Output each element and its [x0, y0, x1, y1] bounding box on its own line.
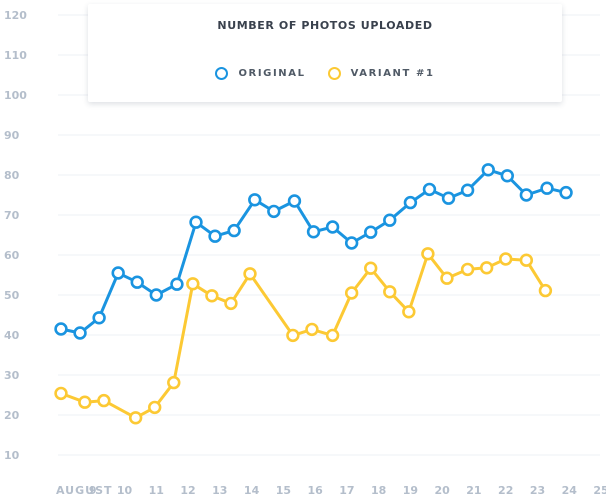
data-point-original[interactable] — [170, 277, 184, 291]
data-point-original[interactable] — [306, 225, 321, 239]
data-point-variant-1[interactable] — [167, 375, 181, 390]
data-point-variant-1[interactable] — [460, 262, 475, 277]
data-point-original[interactable] — [149, 288, 163, 302]
legend: ORIGINAL VARIANT #1 — [88, 67, 562, 80]
data-point-original[interactable] — [559, 185, 573, 200]
data-point-variant-1[interactable] — [224, 296, 238, 311]
data-point-variant-1[interactable] — [479, 261, 494, 275]
x-tick-label: 17 — [339, 484, 354, 497]
legend-label-original: ORIGINAL — [238, 68, 306, 79]
data-point-variant-1[interactable] — [421, 247, 435, 261]
legend-marker-variant-1 — [327, 67, 341, 80]
data-point-original[interactable] — [403, 195, 418, 210]
data-point-original[interactable] — [92, 311, 106, 325]
data-point-variant-1[interactable] — [402, 305, 416, 319]
y-tick-label: 40 — [4, 329, 20, 342]
y-tick-label: 80 — [4, 169, 20, 182]
data-point-original[interactable] — [287, 194, 302, 208]
series-line-original — [59, 168, 568, 335]
data-point-variant-1[interactable] — [538, 283, 553, 298]
y-axis-ticks: 10 20 30 40 50 60 70 80 90 100 110 120 — [4, 9, 27, 462]
x-tick-label: 13 — [212, 484, 227, 497]
data-point-original[interactable] — [248, 193, 262, 207]
data-point-variant-1[interactable] — [78, 395, 92, 409]
data-point-original[interactable] — [227, 223, 241, 238]
data-point-original[interactable] — [460, 183, 475, 197]
data-point-original[interactable] — [208, 229, 222, 243]
legend-label-variant-1: VARIANT #1 — [350, 68, 435, 79]
data-point-variant-1[interactable] — [305, 322, 319, 337]
legend-marker-original — [215, 67, 229, 80]
x-tick-label: 25 — [593, 484, 606, 497]
data-point-variant-1[interactable] — [97, 393, 111, 408]
data-point-original[interactable] — [111, 266, 125, 280]
series-variant-1 — [54, 247, 553, 425]
data-point-original[interactable] — [383, 213, 397, 227]
x-tick-label: 12 — [180, 484, 195, 497]
data-point-original[interactable] — [325, 220, 340, 234]
data-point-variant-1[interactable] — [286, 328, 300, 343]
data-point-variant-1[interactable] — [440, 271, 454, 285]
data-point-original[interactable] — [364, 225, 378, 239]
legend-item-variant-1[interactable]: VARIANT #1 — [327, 67, 435, 80]
x-tick-label: 21 — [466, 484, 481, 497]
data-point-original[interactable] — [540, 181, 554, 195]
legend-card: NUMBER OF PHOTOS UPLOADED ORIGINAL VARIA… — [88, 4, 562, 102]
data-point-variant-1[interactable] — [364, 261, 378, 275]
data-point-original[interactable] — [441, 191, 456, 205]
data-point-original[interactable] — [130, 275, 144, 289]
y-tick-label: 90 — [4, 129, 20, 142]
data-point-original[interactable] — [500, 169, 514, 183]
data-point-variant-1[interactable] — [499, 252, 513, 266]
data-point-variant-1[interactable] — [344, 286, 359, 300]
data-point-variant-1[interactable] — [243, 267, 257, 281]
y-tick-label: 120 — [4, 9, 27, 22]
data-point-variant-1[interactable] — [148, 400, 162, 415]
data-point-variant-1[interactable] — [186, 277, 200, 291]
y-tick-label: 70 — [4, 209, 20, 222]
data-point-variant-1[interactable] — [519, 253, 534, 267]
data-point-original[interactable] — [344, 236, 359, 250]
x-tick-label: 18 — [371, 484, 386, 497]
data-point-variant-1[interactable] — [383, 285, 397, 299]
y-tick-label: 30 — [4, 369, 20, 382]
data-point-original[interactable] — [519, 188, 534, 202]
data-point-variant-1[interactable] — [128, 411, 143, 425]
y-tick-label: 10 — [4, 449, 20, 462]
y-tick-label: 100 — [4, 89, 27, 102]
data-point-original[interactable] — [422, 182, 437, 197]
series-original — [54, 163, 573, 340]
data-point-variant-1[interactable] — [54, 386, 68, 401]
data-point-variant-1[interactable] — [325, 328, 340, 343]
x-tick-label: 11 — [149, 484, 164, 497]
y-tick-label: 60 — [4, 249, 20, 262]
data-point-variant-1[interactable] — [205, 289, 219, 303]
x-tick-label: 20 — [435, 484, 451, 497]
series-layer — [54, 163, 573, 425]
y-tick-label: 20 — [4, 409, 20, 422]
legend-item-original[interactable]: ORIGINAL — [215, 67, 305, 80]
y-tick-label: 110 — [4, 49, 27, 62]
data-point-original[interactable] — [481, 163, 495, 177]
x-tick-label: 23 — [530, 484, 545, 497]
x-tick-label: 24 — [562, 484, 578, 497]
data-point-original[interactable] — [267, 204, 281, 219]
x-tick-label: 22 — [498, 484, 513, 497]
data-point-original[interactable] — [189, 215, 203, 229]
chart-title: NUMBER OF PHOTOS UPLOADED — [217, 19, 433, 32]
data-point-original[interactable] — [73, 326, 87, 340]
x-tick-label: 14 — [244, 484, 260, 497]
x-tick-label: AUGUST — [56, 484, 113, 497]
y-tick-label: 50 — [4, 289, 20, 302]
x-tick-label: 16 — [307, 484, 323, 497]
x-tick-label: 19 — [403, 484, 418, 497]
data-point-original[interactable] — [54, 322, 68, 336]
x-tick-label: 15 — [276, 484, 291, 497]
x-tick-label: 9 — [89, 484, 97, 497]
x-tick-label: 10 — [117, 484, 133, 497]
